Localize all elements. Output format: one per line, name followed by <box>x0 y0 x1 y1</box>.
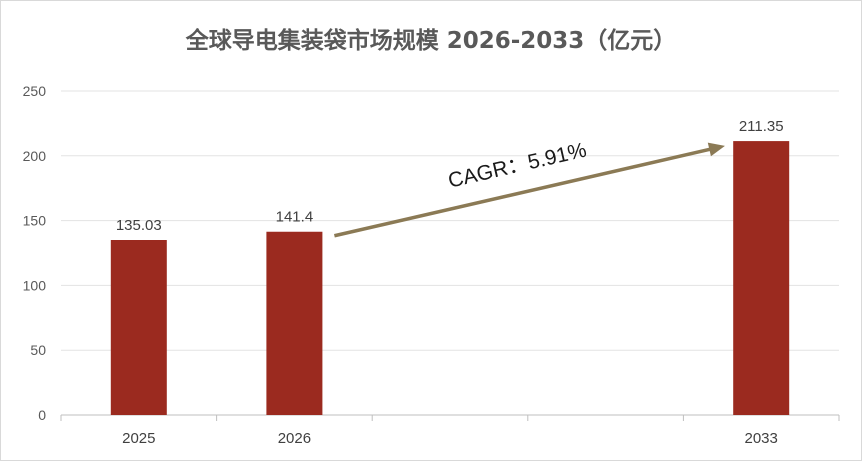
y-tick-label: 0 <box>38 407 46 423</box>
bar-2033 <box>733 141 790 415</box>
data-label: 211.35 <box>739 118 784 135</box>
x-tick-label: 2025 <box>122 430 155 447</box>
y-tick-label: 50 <box>30 342 46 358</box>
bar-2025 <box>110 240 167 415</box>
x-tick-label: 2026 <box>278 430 311 447</box>
bar-2026 <box>266 231 323 415</box>
cagr-arrowhead <box>707 142 725 157</box>
y-tick-label: 150 <box>23 213 47 229</box>
y-tick-label: 200 <box>23 148 47 164</box>
data-label: 141.4 <box>276 209 314 226</box>
y-tick-label: 100 <box>23 277 47 293</box>
y-tick-label: 250 <box>23 83 47 99</box>
data-label: 135.03 <box>116 217 162 234</box>
cagr-arrow <box>334 146 716 238</box>
x-tick-label: 2033 <box>745 430 778 447</box>
cagr-label: CAGR：5.91% <box>446 139 589 193</box>
chart-title: 全球导电集装袋市场规模 2026-2033（亿元） <box>185 28 677 54</box>
